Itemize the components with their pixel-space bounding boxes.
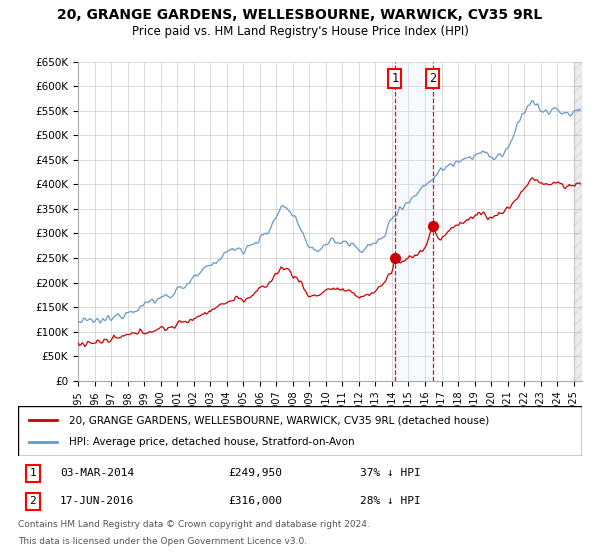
FancyBboxPatch shape bbox=[18, 406, 582, 456]
Text: 2: 2 bbox=[29, 496, 37, 506]
Text: 20, GRANGE GARDENS, WELLESBOURNE, WARWICK, CV35 9RL (detached house): 20, GRANGE GARDENS, WELLESBOURNE, WARWIC… bbox=[69, 415, 489, 425]
Text: 03-MAR-2014: 03-MAR-2014 bbox=[60, 468, 134, 478]
Bar bbox=[395, 62, 433, 381]
Text: 20, GRANGE GARDENS, WELLESBOURNE, WARWICK, CV35 9RL: 20, GRANGE GARDENS, WELLESBOURNE, WARWIC… bbox=[58, 8, 542, 22]
Text: 28% ↓ HPI: 28% ↓ HPI bbox=[360, 496, 421, 506]
Text: £316,000: £316,000 bbox=[228, 496, 282, 506]
Text: Price paid vs. HM Land Registry's House Price Index (HPI): Price paid vs. HM Land Registry's House … bbox=[131, 25, 469, 38]
Text: HPI: Average price, detached house, Stratford-on-Avon: HPI: Average price, detached house, Stra… bbox=[69, 437, 355, 447]
Text: This data is licensed under the Open Government Licence v3.0.: This data is licensed under the Open Gov… bbox=[18, 537, 307, 546]
Text: 17-JUN-2016: 17-JUN-2016 bbox=[60, 496, 134, 506]
Text: 1: 1 bbox=[29, 468, 37, 478]
Text: 2: 2 bbox=[429, 72, 436, 85]
Text: 1: 1 bbox=[391, 72, 398, 85]
Text: £249,950: £249,950 bbox=[228, 468, 282, 478]
Text: Contains HM Land Registry data © Crown copyright and database right 2024.: Contains HM Land Registry data © Crown c… bbox=[18, 520, 370, 529]
Text: 37% ↓ HPI: 37% ↓ HPI bbox=[360, 468, 421, 478]
Bar bbox=[574, 62, 582, 381]
